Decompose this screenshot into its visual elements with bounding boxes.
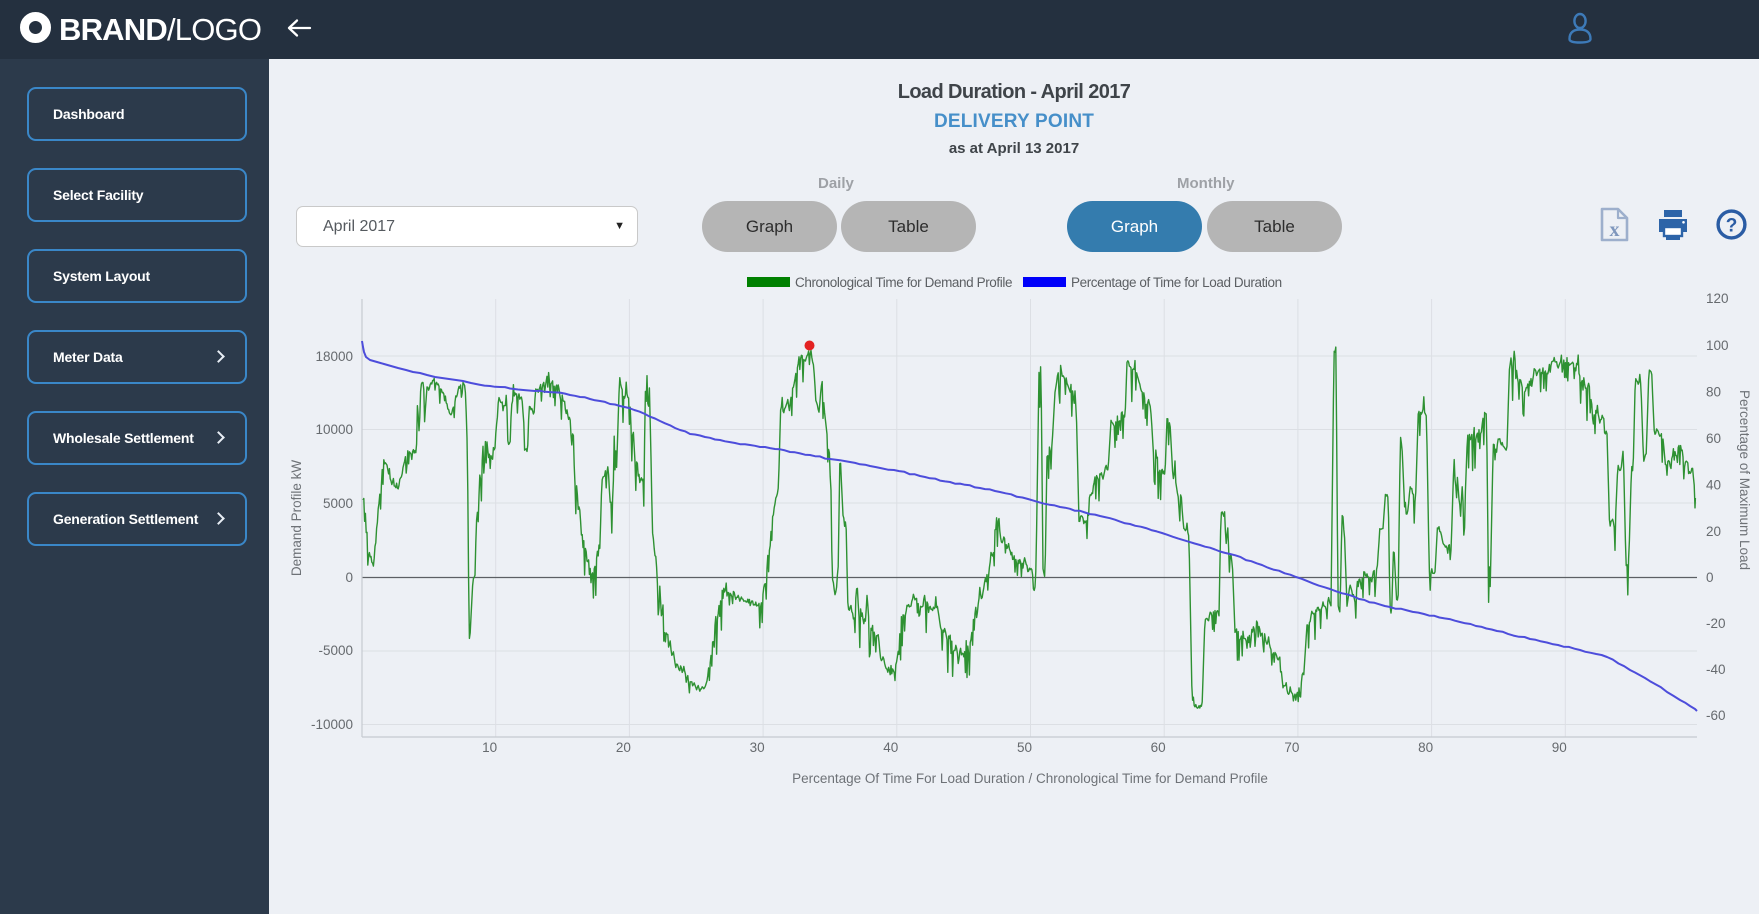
svg-text:30: 30 bbox=[750, 740, 765, 755]
svg-text:-40: -40 bbox=[1706, 662, 1726, 677]
svg-text:60: 60 bbox=[1706, 431, 1721, 446]
svg-text:40: 40 bbox=[883, 740, 898, 755]
svg-text:40: 40 bbox=[1706, 478, 1721, 493]
svg-text:70: 70 bbox=[1284, 740, 1299, 755]
svg-text:5000: 5000 bbox=[323, 496, 353, 511]
svg-text:10: 10 bbox=[482, 740, 497, 755]
svg-text:-20: -20 bbox=[1706, 616, 1726, 631]
svg-text:120: 120 bbox=[1706, 291, 1729, 306]
svg-text:-10000: -10000 bbox=[311, 717, 353, 732]
svg-text:80: 80 bbox=[1418, 740, 1433, 755]
svg-text:Percentage of Maximum Load: Percentage of Maximum Load bbox=[1737, 390, 1752, 570]
svg-text:10000: 10000 bbox=[315, 422, 353, 437]
svg-text:20: 20 bbox=[1706, 524, 1721, 539]
svg-text:18000: 18000 bbox=[315, 349, 353, 364]
svg-text:0: 0 bbox=[345, 570, 353, 585]
svg-text:x: x bbox=[1610, 219, 1620, 241]
svg-text:-60: -60 bbox=[1706, 708, 1726, 723]
svg-text:0: 0 bbox=[1706, 570, 1714, 585]
svg-text:100: 100 bbox=[1706, 338, 1729, 353]
svg-text:-5000: -5000 bbox=[318, 643, 353, 658]
svg-text:90: 90 bbox=[1552, 740, 1567, 755]
svg-text:Demand Profile kW: Demand Profile kW bbox=[289, 460, 304, 577]
svg-text:?: ? bbox=[1726, 216, 1738, 237]
svg-text:60: 60 bbox=[1151, 740, 1166, 755]
svg-text:50: 50 bbox=[1017, 740, 1032, 755]
svg-text:20: 20 bbox=[616, 740, 631, 755]
svg-text:Percentage Of Time For Load Du: Percentage Of Time For Load Duration / C… bbox=[792, 771, 1268, 786]
svg-text:80: 80 bbox=[1706, 385, 1721, 400]
